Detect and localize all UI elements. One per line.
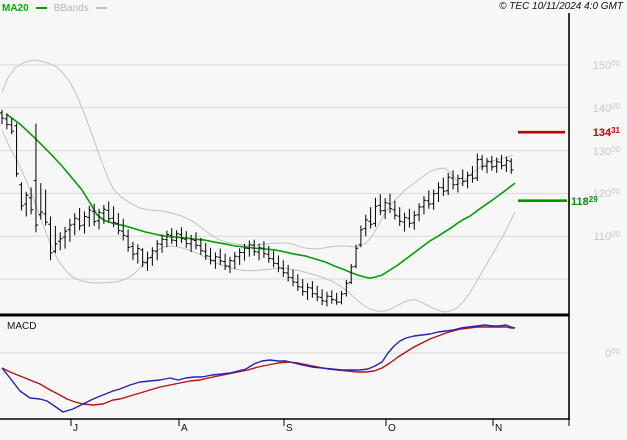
resistance-level-label: 13431 [592,126,620,140]
macd-zero-label: 000 [604,347,620,360]
bband-lower-line [1,129,516,313]
y-axis-label-150: 15000 [592,59,620,72]
y-axis-label-120: 12000 [592,187,620,201]
ma-current-level-label: 11829 [571,194,598,208]
y-axis-label-110: 11000 [593,230,620,244]
y-axis-label-130: 13000 [592,144,620,158]
macd-main-line [1,324,516,413]
month-label-S: S [286,423,293,434]
macd-panel-title: MACD [7,321,37,332]
legend: MA20 BBands [2,2,110,14]
bbands-legend-swatch [95,7,107,9]
y-axis-label-140: 14000 [592,101,620,115]
month-label-N: N [495,423,503,434]
ma20-legend-label: MA20 [2,2,29,14]
ma20-legend-swatch [35,7,47,9]
month-label-A: A [181,423,188,434]
ohlc-bars [0,109,514,307]
month-label-J: J [73,423,78,434]
copyright-text: © TEC 10/11/2024 4:0 GMT [499,1,623,12]
bbands-legend-label: BBands [53,2,89,14]
month-label-O: O [388,423,396,434]
ma20-line [5,113,516,279]
macd-signal-line [1,326,515,406]
bband-upper-line [1,59,514,250]
